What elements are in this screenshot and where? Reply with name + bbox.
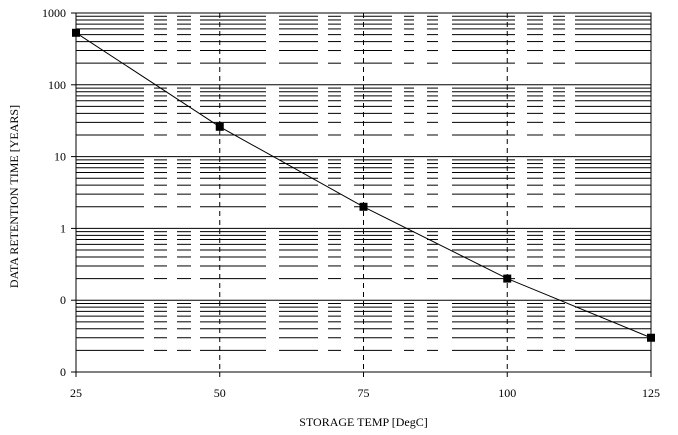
axes bbox=[71, 12, 652, 377]
y-axis-tick-label: 100 bbox=[48, 78, 66, 92]
data-point-marker bbox=[503, 274, 512, 283]
grid bbox=[76, 12, 651, 372]
y-axis-tick-label: 1 bbox=[60, 221, 66, 235]
data-point-marker bbox=[72, 28, 80, 37]
x-axis-tick-label: 125 bbox=[642, 386, 660, 400]
x-axis-tick-label: 25 bbox=[70, 386, 82, 400]
x-axis-tick-label: 50 bbox=[214, 386, 226, 400]
labels: 25 50 75 100 125 0 0 1 10 100 1000 STORAGE TEMP [De… bbox=[7, 6, 660, 429]
y-axis-tick-label: 1000 bbox=[42, 6, 66, 20]
y-axis-tick-label: 10 bbox=[54, 150, 66, 164]
data-point-marker bbox=[359, 202, 368, 211]
y-axis-tick-label: 0 bbox=[60, 365, 66, 379]
data-point-marker bbox=[647, 333, 655, 342]
data-point-marker bbox=[215, 122, 224, 131]
plot-frame bbox=[75, 12, 652, 373]
x-axis-title: STORAGE TEMP [DegC] bbox=[299, 415, 427, 429]
y-axis-title: DATA RETENTION TIME [YEARS] bbox=[7, 105, 21, 288]
series bbox=[72, 28, 655, 342]
x-axis-tick-label: 100 bbox=[498, 386, 516, 400]
y-axis-tick-label: 0 bbox=[60, 293, 66, 307]
x-axis-tick-label: 75 bbox=[358, 386, 370, 400]
